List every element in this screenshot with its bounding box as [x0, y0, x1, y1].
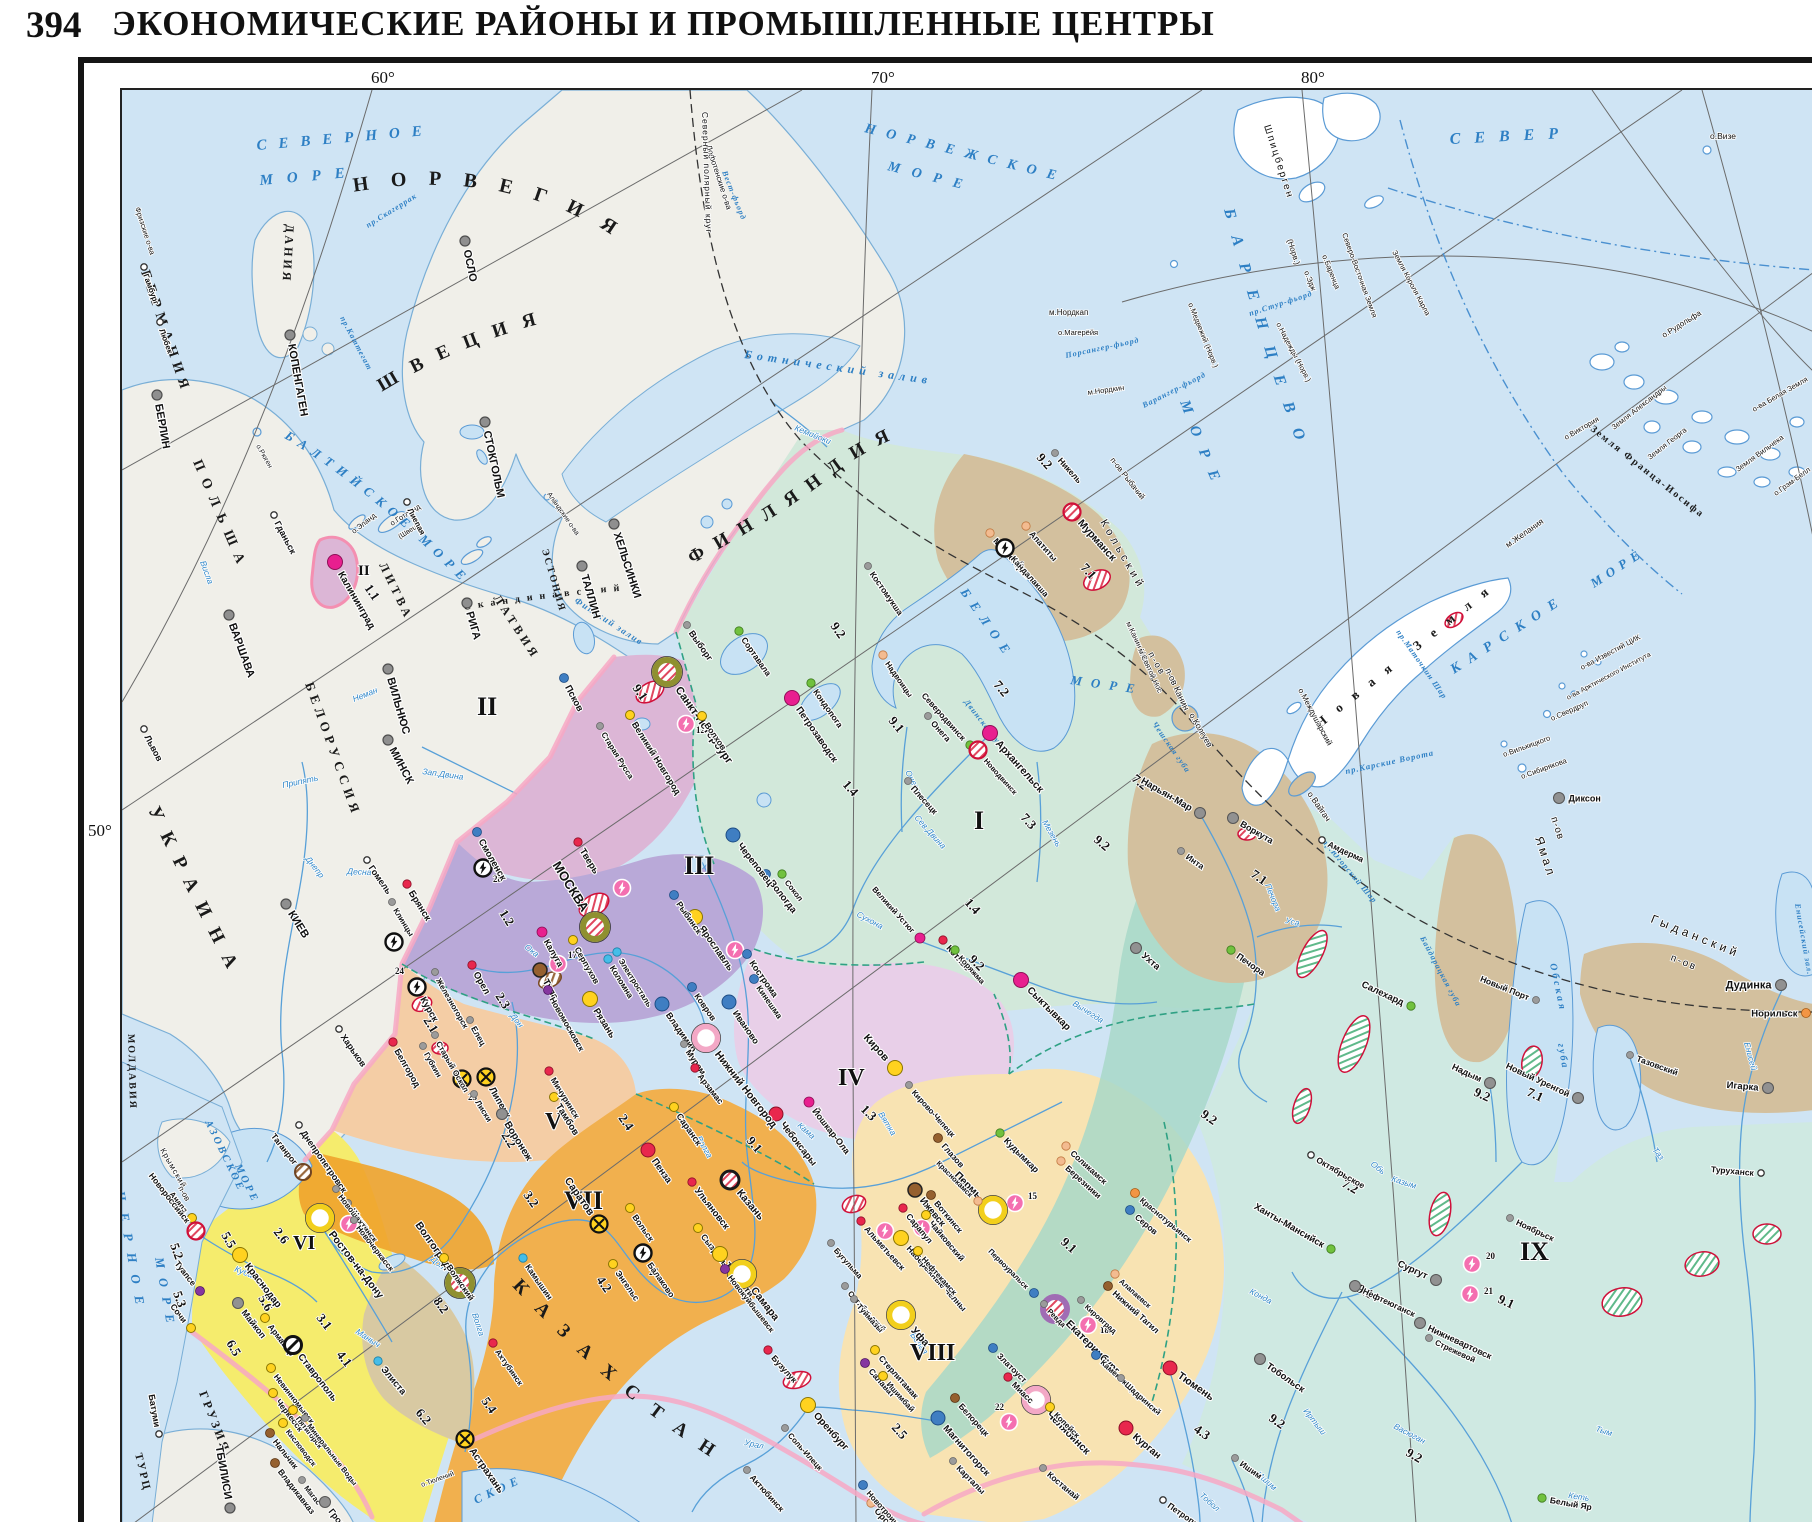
- region-numeral: VII: [564, 1186, 603, 1215]
- page-number: 394: [26, 5, 82, 46]
- region-numeral: VI: [293, 1232, 315, 1254]
- city-label: Диксон: [1569, 794, 1601, 804]
- graticule-label-50: 50°: [88, 821, 112, 840]
- region-code: 28: [493, 874, 503, 884]
- region-code: 15: [1028, 1191, 1038, 1201]
- region-code: 17: [568, 950, 578, 960]
- region-numeral: I: [974, 806, 984, 835]
- graticule-label-80: 80°: [1301, 68, 1325, 87]
- cty-label: МОЛДАВИЯ: [125, 1034, 138, 1110]
- sea-label: губа: [1555, 1043, 1570, 1071]
- sea-label: СЕВЕР: [1449, 125, 1572, 148]
- page-title: ЭКОНОМИЧЕСКИЕ РАЙОНЫ И ПРОМЫШЛЕННЫЕ ЦЕНТ…: [112, 4, 1215, 43]
- region-numeral: II: [358, 563, 370, 579]
- city-label: Норильск: [1751, 1009, 1797, 1020]
- power-station-icon: [999, 1412, 1019, 1432]
- power-station-icon: [452, 1069, 472, 1089]
- region-code: 9.1: [1496, 1291, 1517, 1311]
- city-Игарка: Игарка: [1725, 1079, 1774, 1095]
- cty-label: ДАНИЯ: [280, 224, 297, 284]
- region-code: 5.2: [167, 1241, 187, 1261]
- layer-islands: [252, 92, 1806, 806]
- region-code: 20: [1486, 1251, 1496, 1261]
- power-station-icon: [548, 954, 568, 974]
- city-Туруханск: Туруханск: [1709, 1163, 1765, 1179]
- region-code: 26: [1015, 560, 1025, 570]
- riv-label: Кеть: [1568, 1490, 1590, 1503]
- layer-power-stations: [339, 714, 1482, 1432]
- region-code: 27: [649, 1267, 659, 1277]
- region-code: 9.2: [1472, 1084, 1493, 1104]
- power-station-icon: [384, 932, 404, 952]
- page-header: 394 ЭКОНОМИЧЕСКИЕ РАЙОНЫ И ПРОМЫШЛЕННЫЕ …: [0, 0, 1812, 56]
- layer-borders: [189, 427, 1304, 1522]
- power-station-icon: [473, 858, 493, 878]
- region-numeral: V: [545, 1109, 563, 1135]
- phys-label: м.Нордкап: [1049, 308, 1088, 317]
- power-station-icon: [1462, 1254, 1482, 1274]
- region-numeral: IV: [838, 1065, 865, 1091]
- layer-water-overlays: [122, 424, 1812, 1522]
- city-Диксон: Диксон: [1553, 792, 1602, 805]
- layer-graticule: [122, 90, 1812, 1522]
- layer-rivers: [197, 401, 1783, 1522]
- power-station-icon: [612, 878, 632, 898]
- city-Норильск: Норильск: [1750, 1007, 1811, 1021]
- phys-label: о.Визе: [1710, 131, 1736, 141]
- power-station-icon: [1005, 1193, 1025, 1213]
- region-code: 2.1: [420, 1014, 441, 1036]
- region-code: 24: [395, 966, 405, 976]
- region-code: 22: [995, 1402, 1005, 1412]
- riv-label: Десна: [346, 866, 372, 877]
- city-label: Туруханск: [1711, 1164, 1755, 1178]
- power-station-icon: [1460, 1284, 1480, 1304]
- power-station-icon: [875, 1221, 895, 1241]
- region-code: 7.1: [1525, 1084, 1546, 1104]
- map-inner-frame: СЕВЕРНОЕ МОРЕ НОРВЕЖСКОЕ МОРЕ Ботнический за…: [120, 88, 1812, 1522]
- power-station-icon: [1078, 1315, 1098, 1335]
- region-code: 5.3: [170, 1289, 190, 1310]
- region-numeral: IX: [1520, 1237, 1549, 1266]
- graticule-label-70: 70°: [871, 68, 895, 87]
- city-label: Дудинка: [1726, 980, 1773, 992]
- layer-resource-fields: [411, 569, 1782, 1390]
- riv-label: Уса: [1284, 915, 1301, 928]
- phys-label: о.Магерёйя: [1058, 328, 1098, 337]
- city-label: Игарка: [1726, 1080, 1759, 1094]
- region-numeral: II: [477, 692, 497, 721]
- graticule-label-60: 60°: [371, 68, 395, 87]
- map-frame: 60° 70° 80° 50°: [78, 57, 1812, 1522]
- region-code: 18: [1100, 1325, 1110, 1335]
- power-station-icon: [725, 940, 745, 960]
- power-station-icon: [676, 714, 696, 734]
- region-numeral: III: [684, 851, 714, 880]
- region-numeral: VIII: [910, 1340, 955, 1366]
- city-Дудинка: Дудинка: [1725, 978, 1787, 993]
- region-code: 21: [1484, 1286, 1494, 1296]
- power-station-icon: [912, 1218, 932, 1238]
- region-code: 12: [696, 725, 706, 735]
